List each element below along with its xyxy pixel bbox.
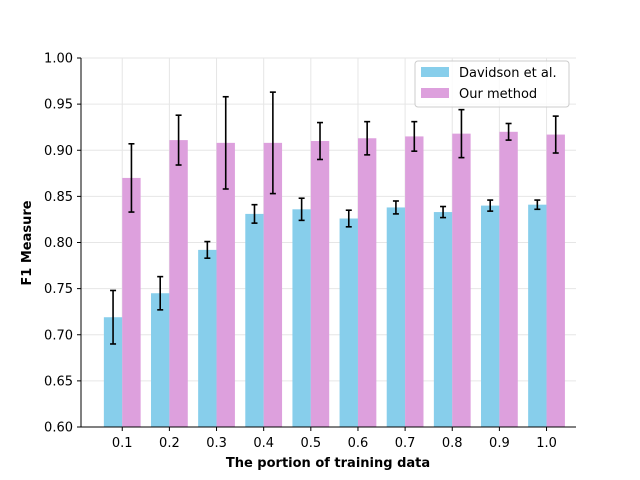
x-axis-title: The portion of training data xyxy=(226,456,430,471)
y-tick-label: 0.65 xyxy=(44,374,73,389)
bar-our-method xyxy=(310,141,330,427)
x-tick-label: 0.9 xyxy=(489,436,510,451)
y-tick-label: 1.00 xyxy=(44,52,73,67)
y-tick-label: 0.95 xyxy=(44,98,73,113)
bar-davidson-et-al xyxy=(103,317,123,427)
bar-davidson-et-al xyxy=(245,213,264,427)
x-tick-label: 0.2 xyxy=(159,436,180,451)
x-tick-label: 1.0 xyxy=(536,436,557,451)
legend-label-davidson: Davidson et al. xyxy=(459,66,557,81)
bar-davidson-et-al xyxy=(481,205,500,427)
bars xyxy=(103,131,565,428)
bar-davidson-et-al xyxy=(292,209,311,427)
x-tick-label: 0.1 xyxy=(112,436,133,451)
bar-our-method xyxy=(405,136,424,427)
y-tick-label: 0.85 xyxy=(44,190,73,205)
bar-our-method xyxy=(122,177,141,427)
bar-our-method xyxy=(263,142,283,427)
bar-davidson-et-al xyxy=(528,204,547,427)
y-axis-title: F1 Measure xyxy=(20,200,35,285)
ticks: 0.60 0.65 0.70 0.75 0.80 0.85 0.90 0.95 1.00 0.1 0… xyxy=(44,52,557,452)
legend-swatch-davidson xyxy=(421,67,449,77)
legend: Davidson et al. Our method xyxy=(414,60,570,108)
bar-davidson-et-al xyxy=(386,207,406,427)
x-tick-label: 0.6 xyxy=(348,436,369,451)
bar-our-method xyxy=(169,140,188,428)
legend-swatch-our-method xyxy=(421,88,449,98)
y-tick-label: 0.60 xyxy=(44,421,73,436)
legend-frame xyxy=(414,60,570,108)
y-tick-label: 0.70 xyxy=(44,328,73,343)
bar-davidson-et-al xyxy=(151,293,170,427)
bar-davidson-et-al xyxy=(339,218,358,427)
bar-our-method xyxy=(499,131,518,428)
error-bars xyxy=(110,91,559,345)
legend-label-our-method: Our method xyxy=(459,87,537,102)
y-tick-label: 0.75 xyxy=(44,282,73,297)
bar-our-method xyxy=(452,133,471,427)
x-tick-label: 0.8 xyxy=(442,436,463,451)
x-tick-label: 0.3 xyxy=(206,436,227,451)
x-tick-label: 0.5 xyxy=(300,436,321,451)
bar-davidson-et-al xyxy=(198,249,217,427)
bar-our-method xyxy=(546,134,565,427)
x-tick-label: 0.7 xyxy=(395,436,416,451)
bar-davidson-et-al xyxy=(433,212,453,427)
y-tick-label: 0.80 xyxy=(44,236,73,251)
bar-our-method xyxy=(216,142,235,427)
y-tick-label: 0.90 xyxy=(44,144,73,159)
x-tick-label: 0.4 xyxy=(253,436,274,451)
bar-our-method xyxy=(357,138,377,427)
